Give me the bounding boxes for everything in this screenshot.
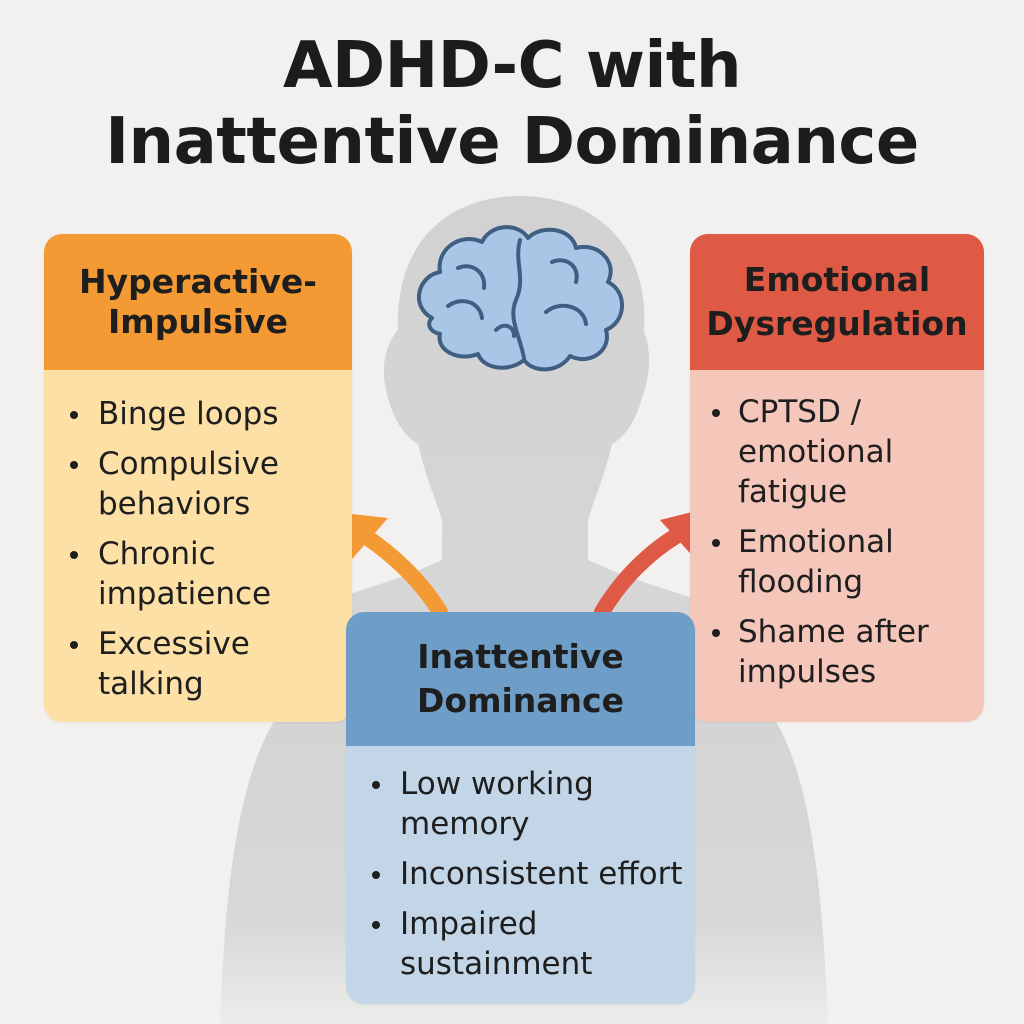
- card-header: Inattentive Dominance: [346, 612, 695, 746]
- title-line-2: Inattentive Dominance: [105, 105, 919, 179]
- item-text: CPTSD /: [738, 394, 862, 430]
- item-text-cont: emotional: [738, 434, 894, 470]
- item-text: Impaired: [400, 906, 538, 942]
- card-title-line-2: Dysregulation: [706, 304, 968, 343]
- item-text: Emotional: [738, 524, 894, 560]
- card-body: CPTSD / emotional fatigue Emotional floo…: [690, 370, 984, 692]
- bullet-icon: [372, 781, 380, 789]
- item-text: Inconsistent effort: [400, 856, 683, 892]
- list-item: Inconsistent effort: [372, 854, 695, 894]
- bullet-icon: [372, 921, 380, 929]
- symptom-list: CPTSD / emotional fatigue Emotional floo…: [712, 392, 984, 692]
- symptom-list: Low working memory Inconsistent effort I…: [372, 764, 695, 984]
- list-item: Shame after impulses: [712, 612, 984, 692]
- item-text-cont: sustainment: [400, 946, 593, 982]
- item-text: Binge loops: [98, 396, 279, 432]
- bullet-icon: [712, 629, 720, 637]
- item-text: Chronic: [98, 536, 216, 572]
- list-item: Low working memory: [372, 764, 695, 844]
- list-item: Binge loops: [70, 394, 352, 434]
- item-text-cont: impatience: [98, 576, 272, 612]
- item-text: Excessive: [98, 626, 250, 662]
- bullet-icon: [712, 409, 720, 417]
- list-item: Excessive talking: [70, 624, 352, 704]
- item-text-cont: behaviors: [98, 486, 251, 522]
- card-header: Hyperactive- Impulsive: [44, 234, 352, 370]
- card-title-line-1: Inattentive: [417, 637, 624, 676]
- bullet-icon: [712, 539, 720, 547]
- bullet-icon: [372, 871, 380, 879]
- card-body: Low working memory Inconsistent effort I…: [346, 746, 695, 984]
- item-text: Low working: [400, 766, 594, 802]
- list-item: Impaired sustainment: [372, 904, 695, 984]
- bullet-icon: [70, 461, 78, 469]
- item-text: Shame after: [738, 614, 929, 650]
- card-body: Binge loops Compulsive behaviors Chronic…: [44, 370, 352, 704]
- list-item: CPTSD / emotional fatigue: [712, 392, 984, 512]
- bullet-icon: [70, 551, 78, 559]
- item-text-cont: memory: [400, 806, 530, 842]
- list-item: Chronic impatience: [70, 534, 352, 614]
- symptom-list: Binge loops Compulsive behaviors Chronic…: [70, 394, 352, 704]
- hyperactive-impulsive-card: Hyperactive- Impulsive Binge loops Compu…: [44, 234, 352, 722]
- bullet-icon: [70, 641, 78, 649]
- page-title: ADHD-C with Inattentive Dominance: [0, 28, 1024, 180]
- item-text-cont: talking: [98, 666, 204, 702]
- card-title-line-1: Emotional: [743, 260, 931, 299]
- inattentive-dominance-card: Inattentive Dominance Low working memory…: [346, 612, 695, 1004]
- item-text: Compulsive: [98, 446, 279, 482]
- list-item: Emotional flooding: [712, 522, 984, 602]
- card-title-line-2: Impulsive: [108, 302, 288, 341]
- bullet-icon: [70, 411, 78, 419]
- brain-icon: [417, 225, 624, 372]
- card-title-line-1: Hyperactive-: [79, 262, 317, 301]
- card-title-line-2: Dominance: [417, 681, 624, 720]
- title-line-1: ADHD-C with: [282, 29, 742, 103]
- item-text-cont: fatigue: [738, 474, 848, 510]
- item-text-cont: flooding: [738, 564, 864, 600]
- card-header: Emotional Dysregulation: [690, 234, 984, 370]
- list-item: Compulsive behaviors: [70, 444, 352, 524]
- emotional-dysregulation-card: Emotional Dysregulation CPTSD / emotiona…: [690, 234, 984, 722]
- item-text-cont: impulses: [738, 654, 877, 690]
